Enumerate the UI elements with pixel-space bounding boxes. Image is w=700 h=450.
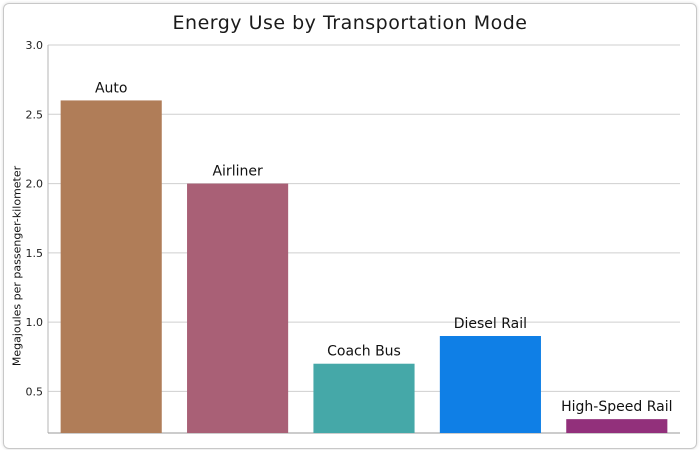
bar: [60, 100, 162, 433]
chart-title: Energy Use by Transportation Mode: [172, 12, 528, 34]
y-tick-label: 1.5: [26, 247, 44, 260]
y-tick-label: 0.5: [26, 385, 44, 398]
y-tick-label: 1.0: [26, 316, 44, 329]
bar: [187, 183, 289, 433]
bar-category-label: Coach Bus: [327, 344, 401, 360]
bar-category-label: Diesel Rail: [454, 316, 527, 332]
bar-category-label: Airliner: [212, 164, 262, 180]
y-tick-label: 2.0: [26, 178, 44, 191]
y-tick-label: 3.0: [26, 39, 44, 52]
y-tick-label: 2.5: [26, 108, 44, 121]
bar-category-label: Auto: [95, 80, 128, 96]
bar: [439, 336, 541, 433]
chart-frame: [3, 3, 697, 449]
bar: [566, 419, 668, 433]
bar: [313, 363, 415, 433]
bar-category-label: High-Speed Rail: [561, 399, 672, 415]
